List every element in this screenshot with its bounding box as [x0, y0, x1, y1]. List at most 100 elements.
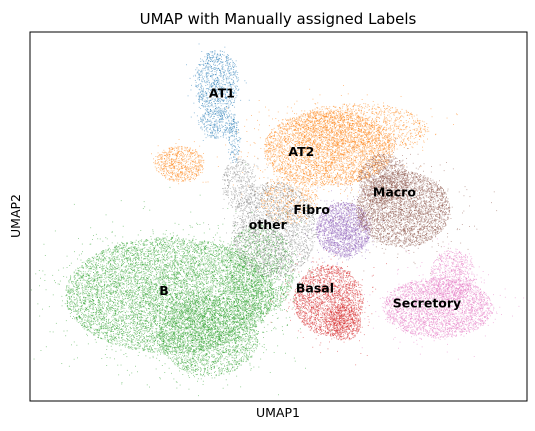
point [336, 169, 338, 170]
point [217, 127, 219, 129]
point [302, 126, 304, 128]
point [314, 164, 316, 166]
point [310, 162, 311, 164]
point [337, 122, 339, 123]
point [215, 79, 217, 81]
point [270, 185, 272, 187]
point [279, 158, 280, 160]
point [290, 161, 291, 162]
point [226, 62, 228, 64]
point [233, 136, 235, 138]
point [334, 157, 335, 159]
point [275, 165, 277, 167]
point [281, 165, 283, 167]
point [317, 162, 319, 164]
point [231, 102, 233, 103]
point [290, 178, 292, 180]
point [343, 150, 345, 152]
point [229, 115, 230, 117]
point [202, 72, 204, 74]
point [312, 185, 314, 187]
point [225, 144, 227, 146]
point [373, 168, 375, 170]
point [329, 149, 330, 150]
point [228, 124, 230, 126]
point [308, 191, 310, 192]
point [237, 129, 239, 130]
point [205, 101, 207, 103]
point [383, 120, 385, 122]
point [288, 152, 290, 154]
point [347, 157, 349, 158]
point [284, 150, 286, 152]
point [220, 114, 222, 115]
point [344, 147, 346, 149]
point [237, 90, 239, 91]
point [356, 179, 357, 181]
point [213, 125, 215, 127]
point [282, 126, 284, 127]
point [379, 127, 380, 129]
point [308, 147, 310, 149]
point [230, 73, 232, 75]
point [219, 94, 221, 96]
point [334, 122, 336, 124]
point [325, 129, 327, 131]
point [306, 149, 308, 151]
point [217, 54, 219, 55]
point [314, 122, 316, 123]
point [213, 81, 215, 83]
point [324, 165, 326, 166]
point [302, 181, 304, 183]
point [279, 166, 281, 168]
point [292, 123, 294, 125]
point [211, 93, 213, 95]
point [315, 182, 317, 184]
point [235, 154, 237, 156]
point [313, 135, 315, 136]
point [392, 156, 394, 158]
point [372, 153, 374, 154]
point [295, 150, 297, 152]
point [309, 164, 311, 166]
point [309, 174, 310, 176]
point [330, 168, 332, 170]
point [260, 170, 261, 171]
point [300, 155, 302, 157]
point [216, 76, 218, 78]
point [234, 74, 235, 76]
point [235, 85, 237, 87]
point [229, 65, 231, 67]
point [274, 151, 276, 153]
point [293, 134, 295, 136]
point [279, 140, 281, 142]
point [327, 169, 328, 171]
point [305, 160, 307, 162]
point [302, 150, 304, 152]
point [210, 124, 212, 126]
point [334, 160, 336, 162]
point [385, 156, 387, 158]
point [362, 147, 364, 149]
point [308, 175, 310, 177]
point [203, 123, 205, 125]
point [343, 121, 345, 123]
point [326, 133, 328, 135]
point [284, 133, 286, 135]
point [297, 128, 299, 130]
point [203, 96, 205, 97]
point [226, 103, 227, 105]
point [287, 136, 289, 137]
point [314, 166, 316, 168]
point [305, 124, 307, 125]
point [345, 180, 347, 182]
point [231, 141, 233, 143]
point [378, 138, 380, 140]
point [339, 111, 341, 113]
point [331, 159, 333, 161]
point [341, 140, 343, 142]
point [232, 76, 234, 78]
point [231, 94, 233, 96]
point [366, 159, 368, 161]
point [323, 141, 325, 142]
